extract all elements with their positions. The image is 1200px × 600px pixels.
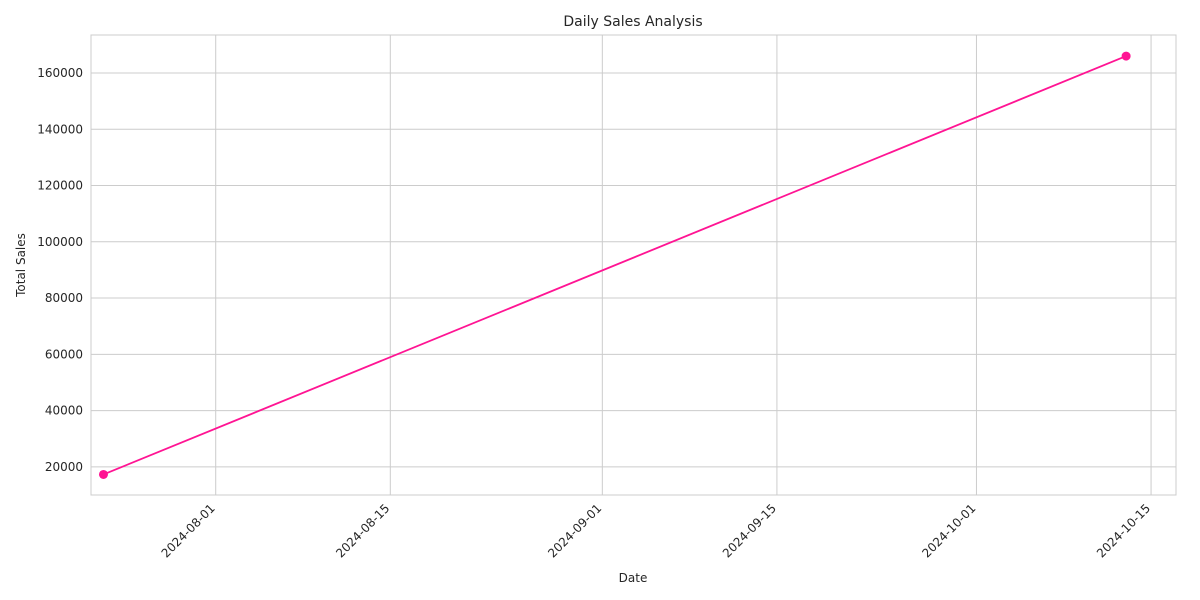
x-axis-label: Date xyxy=(619,571,648,585)
x-tick-label: 2024-09-01 xyxy=(545,501,604,560)
plot-area xyxy=(91,35,1176,495)
x-tick-label: 2024-10-01 xyxy=(919,501,978,560)
y-tick-label: 20000 xyxy=(45,460,83,474)
data-point xyxy=(1121,51,1131,61)
y-tick-label: 60000 xyxy=(45,347,83,361)
data-point xyxy=(98,469,108,479)
x-tick-label: 2024-08-01 xyxy=(159,501,218,560)
chart-title: Daily Sales Analysis xyxy=(563,14,702,30)
y-tick-label: 100000 xyxy=(37,235,83,249)
y-tick-label: 120000 xyxy=(37,179,83,193)
y-tick-label: 160000 xyxy=(37,66,83,80)
y-tick-label: 40000 xyxy=(45,404,83,418)
y-axis-label: Total Sales xyxy=(14,233,28,298)
grid-lines xyxy=(91,35,1176,495)
series-line xyxy=(103,55,1127,476)
y-tick-labels: 20000 40000 60000 80000 100000 120000 140000 16… xyxy=(37,66,83,474)
series-layer xyxy=(98,51,1131,479)
plot-frame xyxy=(90,34,1177,496)
x-tick-labels: 2024-08-01 2024-08-15 2024-09-01 2024-09-15… xyxy=(159,501,1154,560)
x-tick-label: 2024-09-15 xyxy=(720,501,779,560)
y-tick-label: 80000 xyxy=(45,291,83,305)
x-tick-label: 2024-10-15 xyxy=(1094,501,1153,560)
x-tick-label: 2024-08-15 xyxy=(333,501,392,560)
y-tick-label: 140000 xyxy=(37,122,83,136)
